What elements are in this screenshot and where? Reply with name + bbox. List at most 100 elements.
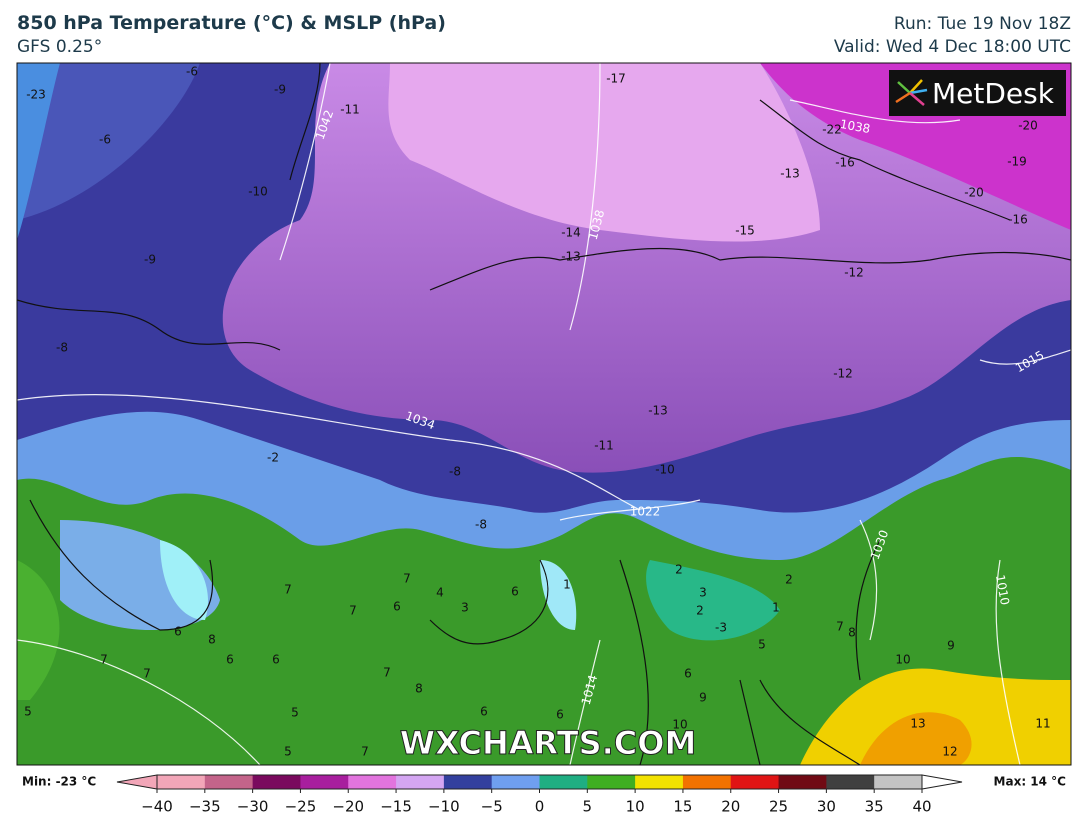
- contour-label: 5: [758, 638, 766, 652]
- contour-label: 2: [785, 573, 793, 587]
- colorbar-segment: [204, 775, 254, 789]
- contour-label: -11: [594, 439, 614, 453]
- contour-label: 5: [291, 706, 299, 720]
- colorbar-tick-label: −20: [332, 798, 364, 816]
- contour-label: 7: [349, 604, 357, 618]
- contour-label: 7: [284, 583, 292, 597]
- contour-label: 1: [563, 578, 571, 592]
- colorbar-segment: [587, 775, 636, 789]
- contour-label: -13: [561, 250, 581, 264]
- contour-label: -11: [340, 103, 360, 117]
- contour-label: -13: [648, 404, 668, 418]
- contour-label: -9: [274, 83, 286, 97]
- colorbar-tick-label: −25: [285, 798, 317, 816]
- colorbar-tick-label: 40: [912, 798, 931, 816]
- colorbar-segment: [348, 775, 397, 789]
- subtitle: GFS 0.25°: [17, 37, 103, 57]
- contour-label: 13: [910, 717, 925, 731]
- colorbar-segment: [778, 775, 827, 789]
- contour-label: 9: [947, 639, 955, 653]
- contour-label: -23: [26, 88, 46, 102]
- contour-label: -16: [835, 156, 855, 170]
- contour-label: -13: [780, 167, 800, 181]
- contour-label: 7: [143, 667, 151, 681]
- colorbar-tick-label: −30: [237, 798, 269, 816]
- logo: MetDesk: [932, 77, 1055, 110]
- contour-label: -9: [144, 253, 156, 267]
- contour-label: -12: [833, 367, 853, 381]
- colorbar-segment: [730, 775, 780, 789]
- colorbar-tick-label: −10: [428, 798, 460, 816]
- colorbar-segment: [635, 775, 684, 789]
- contour-label: -2: [267, 451, 279, 465]
- contour-label: 10: [672, 718, 687, 732]
- colorbar-tick-label: 30: [817, 798, 836, 816]
- isobar-label: 1038: [839, 117, 872, 136]
- colorbar-tick-label: −5: [481, 798, 503, 816]
- colorbar-segment: [157, 775, 206, 789]
- contour-label: -17: [606, 72, 626, 86]
- contour-label: 3: [461, 601, 469, 615]
- contour-label: -14: [561, 226, 581, 240]
- contour-label: 12: [942, 745, 957, 759]
- colorbar-segment: [491, 775, 540, 789]
- colorbar-tick-label: −40: [141, 798, 173, 816]
- contour-label: 8: [415, 682, 423, 696]
- contour-label: -15: [735, 224, 755, 238]
- colorbar-tick-label: 35: [865, 798, 884, 816]
- contour-label: 6: [272, 653, 280, 667]
- contour-label: -20: [1018, 119, 1038, 133]
- map: [17, 63, 1071, 765]
- contour-label: 5: [24, 705, 32, 719]
- colorbar-tick-label: −35: [189, 798, 221, 816]
- contour-label: 5: [284, 745, 292, 759]
- min-label: Min: -23 °C: [22, 775, 96, 789]
- contour-label: -12: [844, 266, 864, 280]
- contour-label: -19: [1007, 155, 1027, 169]
- valid: Valid: Wed 4 Dec 18:00 UTC: [833, 37, 1071, 57]
- contour-label: 6: [684, 667, 692, 681]
- contour-label: 2: [675, 563, 683, 577]
- colorbar-segment: [826, 775, 875, 789]
- colorbar-segment: [300, 775, 349, 789]
- colorbar-segment: [443, 775, 493, 789]
- colorbar-tick-label: −15: [380, 798, 412, 816]
- contour-label: 10: [895, 653, 910, 667]
- contour-label: -16: [1008, 213, 1028, 227]
- colorbar-segment: [539, 775, 588, 789]
- contour-label: 6: [511, 585, 519, 599]
- contour-label: 6: [226, 653, 234, 667]
- contour-label: 7: [100, 653, 108, 667]
- colorbar-segment: [396, 775, 445, 789]
- contour-label: 6: [393, 600, 401, 614]
- contour-label: -8: [475, 518, 487, 532]
- map-frame: [16, 62, 1072, 766]
- colorbar-segment: [682, 775, 732, 789]
- logo-box: [889, 70, 1066, 116]
- isobar-label: 1022: [630, 505, 661, 519]
- contour-label: -10: [248, 185, 268, 199]
- colorbar-tick-label: 20: [721, 798, 740, 816]
- contour-label: 1: [772, 601, 780, 615]
- contour-label: -8: [56, 341, 68, 355]
- watermark: WXCHARTS.COM: [400, 724, 697, 762]
- contour-label: 4: [436, 586, 444, 600]
- contour-label: 8: [208, 633, 216, 647]
- contour-label: 7: [403, 572, 411, 586]
- contour-label: 6: [480, 705, 488, 719]
- colorbar-tick-label: 0: [535, 798, 545, 816]
- colorbar-arrow-left: [116, 774, 158, 790]
- isobar-label: 1010: [993, 574, 1012, 607]
- contour-label: 7: [361, 745, 369, 759]
- contour-label: -6: [186, 65, 198, 79]
- contour-label: 8: [848, 626, 856, 640]
- colorbar-segment: [252, 775, 301, 789]
- max-label: Max: 14 °C: [994, 775, 1067, 789]
- contour-label: 3: [699, 586, 707, 600]
- contour-label: 9: [699, 691, 707, 705]
- colorbar-tick-label: 15: [673, 798, 692, 816]
- contour-label: -22: [822, 123, 842, 137]
- colorbar-segment: [874, 775, 923, 789]
- contour-label: 6: [174, 625, 182, 639]
